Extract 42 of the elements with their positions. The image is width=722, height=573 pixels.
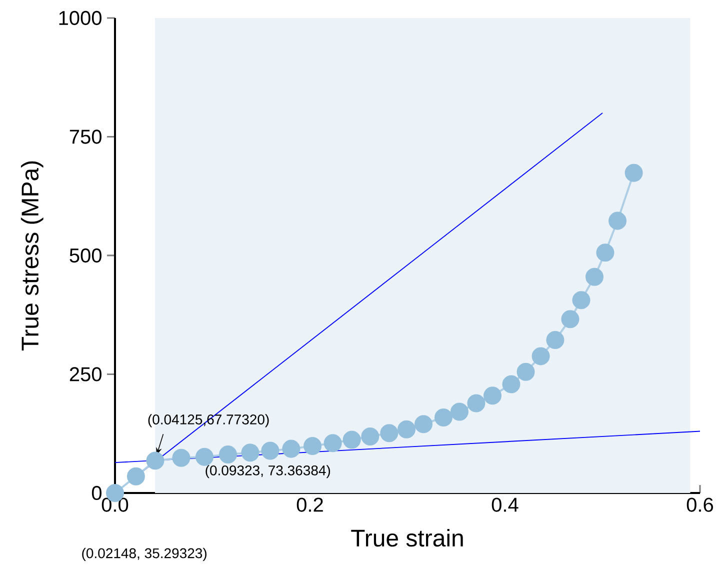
annotation: (0.09323, 73.36384) bbox=[206, 465, 330, 478]
x-tick-label: 0.0 bbox=[102, 498, 128, 512]
point bbox=[624, 164, 643, 182]
text: (0.02148, 35.29323) bbox=[82, 548, 206, 561]
point bbox=[126, 467, 145, 486]
point bbox=[516, 362, 535, 381]
x-tick-label: 0.2 bbox=[296, 498, 323, 512]
point bbox=[361, 427, 380, 446]
point bbox=[414, 415, 432, 434]
point bbox=[561, 310, 580, 328]
y-tick-label: 750 bbox=[70, 130, 102, 144]
point bbox=[532, 347, 550, 366]
point bbox=[596, 244, 614, 262]
point bbox=[380, 424, 398, 442]
point bbox=[502, 375, 520, 394]
y-tick-label: 250 bbox=[70, 367, 102, 382]
y-tick-label: 500 bbox=[70, 248, 102, 263]
y-axis-title: True stress (MPa) bbox=[20, 161, 44, 351]
point bbox=[304, 436, 322, 455]
y-tick-label: 1000 bbox=[59, 10, 102, 26]
point bbox=[261, 442, 280, 460]
point bbox=[241, 444, 260, 462]
point bbox=[219, 446, 237, 464]
point bbox=[586, 268, 604, 286]
point bbox=[172, 448, 190, 467]
point bbox=[484, 386, 502, 405]
point bbox=[608, 212, 627, 230]
x-axis-title: True strain bbox=[351, 529, 463, 547]
point bbox=[546, 331, 564, 350]
point bbox=[146, 452, 164, 470]
point bbox=[324, 434, 342, 452]
point bbox=[467, 394, 486, 412]
y-tick-label: 0 bbox=[92, 486, 102, 500]
point bbox=[342, 430, 361, 449]
x-tick-label: 0.6 bbox=[686, 498, 714, 512]
x-tick-label: 0.4 bbox=[492, 498, 518, 512]
point bbox=[572, 291, 590, 310]
point bbox=[450, 402, 468, 421]
point bbox=[434, 408, 452, 426]
point bbox=[398, 420, 416, 438]
point bbox=[196, 448, 214, 466]
point bbox=[282, 440, 300, 458]
